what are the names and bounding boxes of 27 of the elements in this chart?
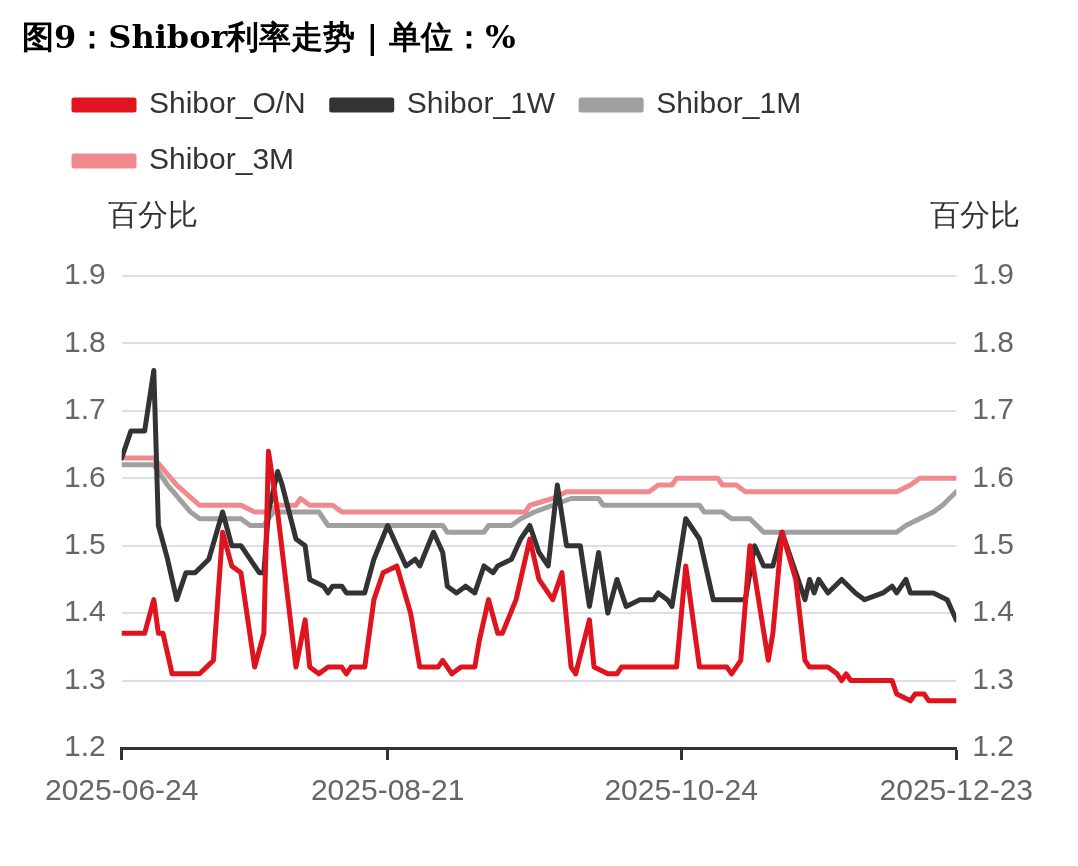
chart-title: 图9：Shibor利率走势 | 单位：% xyxy=(21,17,517,58)
y-tick-label: 1.6 xyxy=(63,459,106,493)
y2-tick-label: 1.7 xyxy=(972,392,1015,426)
y-tick-label: 1.4 xyxy=(63,594,106,628)
y2-tick-label: 1.4 xyxy=(972,594,1015,628)
y2-tick-label: 1.8 xyxy=(972,324,1015,358)
y-tick-label: 1.2 xyxy=(63,729,106,763)
x-tick-label: 2025-12-23 xyxy=(879,773,1034,807)
y-axis-title: 百分比 xyxy=(108,198,198,232)
y-tick-label: 1.8 xyxy=(63,324,106,358)
legend-label: Shibor_1W xyxy=(406,86,556,120)
legend-label: Shibor_O/N xyxy=(149,86,306,120)
y2-tick-label: 1.5 xyxy=(972,526,1015,560)
y-tick-label: 1.5 xyxy=(63,526,106,560)
x-tick-label: 2025-10-24 xyxy=(604,773,758,807)
y2-axis-title: 百分比 xyxy=(930,198,1020,232)
y2-tick-label: 1.3 xyxy=(972,661,1015,695)
x-tick-label: 2025-08-21 xyxy=(310,773,465,807)
y2-tick-label: 1.2 xyxy=(972,729,1015,763)
legend-label: Shibor_1M xyxy=(656,86,802,120)
y2-tick-label: 1.9 xyxy=(972,257,1015,291)
x-tick-label: 2025-06-24 xyxy=(44,773,199,807)
legend-label: Shibor_3M xyxy=(149,142,295,176)
y-tick-label: 1.7 xyxy=(63,392,106,426)
y-tick-label: 1.9 xyxy=(63,257,106,291)
y-tick-label: 1.3 xyxy=(63,661,106,695)
y2-tick-label: 1.6 xyxy=(972,459,1015,493)
